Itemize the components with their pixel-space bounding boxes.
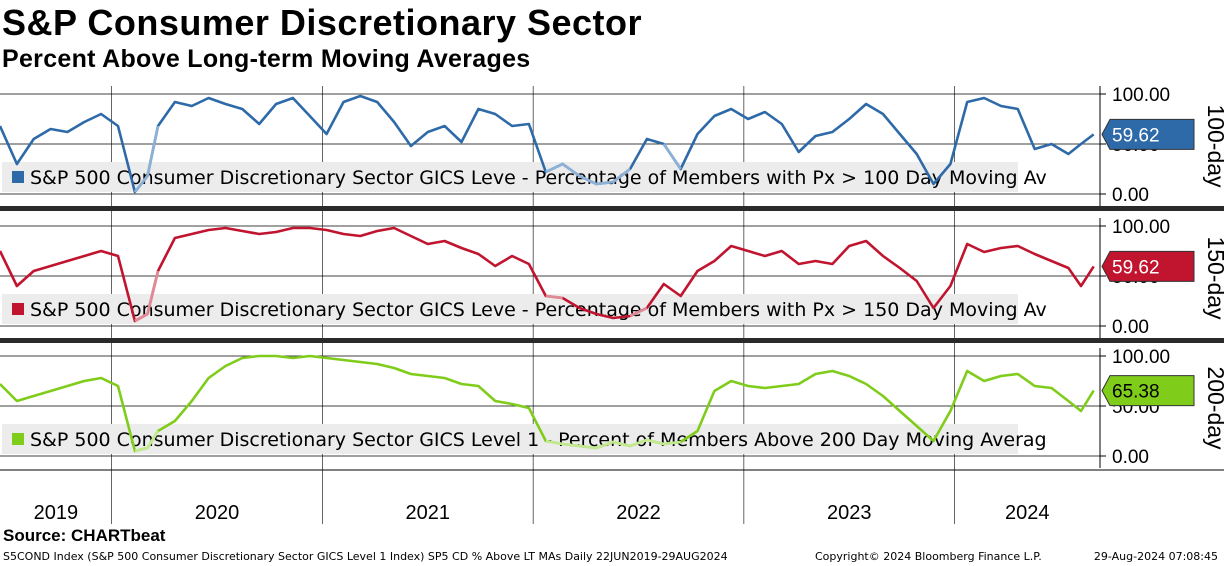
last-value-tag xyxy=(1101,250,1195,282)
legend-box xyxy=(2,294,1018,324)
y-tick-label: 0.00 xyxy=(1112,447,1149,468)
legend-box xyxy=(2,424,1018,454)
legend-swatch xyxy=(12,171,24,183)
footer-timestamp: 29-Aug-2024 07:08:45 xyxy=(1093,550,1218,563)
y-tick-label: 100.00 xyxy=(1112,347,1170,368)
footer-copyright: Copyright© 2024 Bloomberg Finance L.P. xyxy=(815,550,1042,563)
last-value-tag xyxy=(1101,375,1195,407)
legend-label: S&P 500 Consumer Discretionary Sector GI… xyxy=(30,167,1047,189)
last-value-label: 59.62 xyxy=(1112,257,1160,278)
series-faded-segment xyxy=(545,438,681,450)
legend-label: S&P 500 Consumer Discretionary Sector GI… xyxy=(30,299,1047,321)
series-faded-segment xyxy=(629,306,648,318)
series-faded-segment xyxy=(545,294,563,300)
panel-separator xyxy=(0,206,1224,211)
legend-swatch xyxy=(12,303,24,315)
x-tick-label: 2021 xyxy=(406,502,451,524)
x-tick-label: 2024 xyxy=(1005,502,1050,524)
footer-index-description: S5COND Index (S&P 500 Consumer Discretio… xyxy=(3,550,728,563)
panel-separator xyxy=(0,338,1224,343)
x-tick-label: 2022 xyxy=(616,502,661,524)
legend-label: S&P 500 Consumer Discretionary Sector GI… xyxy=(30,429,1047,451)
series-faded-segment xyxy=(134,430,160,453)
y-tick-label: 100.00 xyxy=(1112,85,1170,106)
x-tick-label: 2023 xyxy=(827,502,872,524)
y-tick-label: 0.00 xyxy=(1112,185,1149,206)
x-tick-label: 2019 xyxy=(34,502,79,524)
y-tick-label: 0.00 xyxy=(1112,317,1149,338)
series-faded-segment xyxy=(545,162,631,186)
last-value-label: 59.62 xyxy=(1112,125,1160,146)
series-faded-segment xyxy=(662,143,682,170)
panel-side-label: 100-day xyxy=(1203,104,1224,188)
y-tick-label: 100.00 xyxy=(1112,217,1170,238)
chart-subtitle: Percent Above Long-term Moving Averages xyxy=(2,45,531,73)
legend-box xyxy=(2,162,1018,192)
last-value-tag xyxy=(1101,118,1195,150)
panel-side-label: 200-day xyxy=(1203,366,1224,450)
source-label: Source: CHARTbeat xyxy=(3,526,166,545)
series-faded-segment xyxy=(133,125,160,193)
x-tick-label: 2020 xyxy=(195,502,240,524)
series-faded-segment xyxy=(134,270,160,323)
chart-title: S&P Consumer Discretionary Sector xyxy=(2,2,643,43)
panel-side-label: 150-day xyxy=(1203,236,1224,320)
last-value-label: 65.38 xyxy=(1112,382,1160,403)
legend-swatch xyxy=(12,433,24,445)
